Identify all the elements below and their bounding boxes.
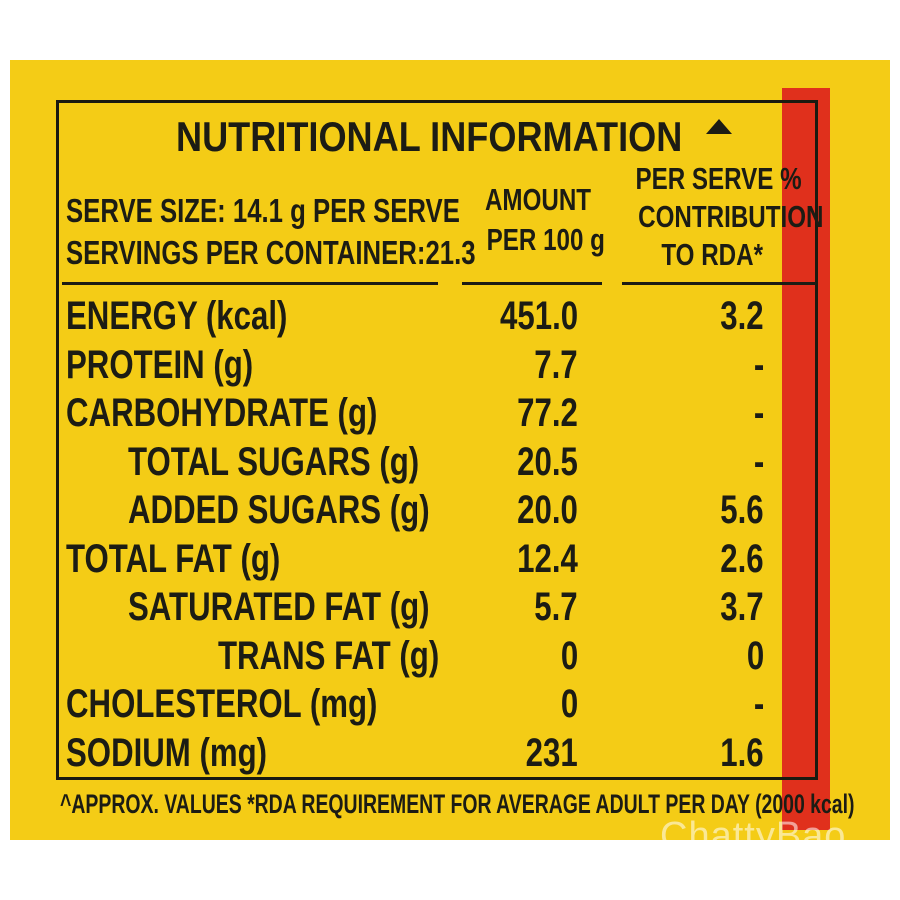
table-row: CHOLESTEROL (mg) 0 - (0, 680, 900, 728)
column-header-amount-line: PER 100 g (486, 222, 605, 257)
nutrient-rda-value: 3.2 (720, 294, 764, 338)
table-row: ADDED SUGARS (g) 20.0 5.6 (0, 486, 900, 534)
nutrient-name: SODIUM (mg) (66, 729, 324, 777)
table-row: SATURATED FAT (g) 5.7 3.7 (0, 583, 900, 631)
serve-size: SERVE SIZE: 14.1 g PER SERVE (66, 192, 460, 229)
nutrition-table-frame (56, 100, 818, 780)
nutrient-name-text: TOTAL SUGARS (g) (128, 439, 420, 484)
nutrient-amount: 12.4 (500, 535, 578, 583)
table-row: TRANS FAT (g) 0 0 (0, 632, 900, 680)
nutrient-name-text: ENERGY (kcal) (66, 294, 288, 338)
nutrient-rda: 5.6 (708, 486, 764, 534)
nutrient-amount: 231 (511, 729, 578, 777)
column-header-rda: PER SERVE % CONTRIBUTION TO RDA* (612, 160, 823, 274)
nutrient-rda: - (751, 680, 764, 728)
nutrient-name: TOTAL FAT (g) (66, 535, 341, 583)
nutrient-rda-value: - (753, 342, 764, 387)
column-header-rda-line: PER SERVE % (635, 161, 802, 196)
nutrient-name: CARBOHYDRATE (g) (66, 389, 465, 437)
nutrient-rda: 1.6 (708, 729, 764, 777)
nutrient-rda-value: 3.7 (720, 585, 764, 629)
nutrient-rda-value: - (753, 682, 764, 726)
nutrient-rda-value: - (753, 439, 764, 484)
label-title: NUTRITIONAL INFORMATION (176, 114, 765, 160)
title-text: NUTRITIONAL INFORMATION (176, 113, 683, 160)
nutrient-name-text: PROTEIN (g) (66, 342, 254, 387)
nutrient-amount-value: 451.0 (499, 294, 578, 338)
nutrient-amount-value: 0 (560, 682, 578, 726)
nutrient-amount: 0 (556, 680, 578, 728)
table-row: TOTAL SUGARS (g) 20.5 - (0, 438, 900, 486)
nutrient-amount: 451.0 (478, 292, 578, 340)
nutrient-rda-value: 2.6 (720, 536, 764, 581)
nutrient-name: ENERGY (kcal) (66, 292, 350, 340)
nutrient-rda: - (751, 438, 764, 486)
nutrient-rda-value: 1.6 (720, 730, 764, 775)
table-row: PROTEIN (g) 7.7 - (0, 341, 900, 389)
nutrient-name-text: SODIUM (mg) (66, 730, 268, 775)
nutrient-name-text: SATURATED FAT (g) (128, 585, 430, 629)
header-rule-amount (462, 282, 602, 285)
nutrient-amount: 20.0 (500, 486, 578, 534)
column-header-rda-line: CONTRIBUTION (638, 199, 824, 234)
nutrient-rda: - (751, 389, 764, 437)
nutrient-amount: 0 (556, 632, 578, 680)
nutrient-rda-value: - (753, 391, 764, 435)
nutrient-name: CHOLESTEROL (mg) (66, 680, 465, 728)
nutrient-name-text: TOTAL FAT (g) (66, 536, 281, 581)
servings-per-container: SERVINGS PER CONTAINER:21.3 (66, 234, 476, 271)
nutrient-rda: 3.2 (708, 292, 764, 340)
nutrient-name-text: CHOLESTEROL (mg) (66, 682, 378, 726)
nutrient-rda: - (751, 341, 764, 389)
nutrient-amount: 77.2 (500, 389, 578, 437)
nutrition-label-panel (10, 60, 890, 840)
nutrient-amount: 7.7 (522, 341, 578, 389)
nutrient-name-text: TRANS FAT (g) (218, 633, 440, 678)
nutrient-amount-value: 77.2 (517, 391, 578, 435)
nutrient-name-text: ADDED SUGARS (g) (128, 488, 430, 532)
nutrient-rda: 3.7 (708, 583, 764, 631)
nutrient-name: SATURATED FAT (g) (128, 583, 515, 631)
table-row: SODIUM (mg) 231 1.6 (0, 729, 900, 777)
column-header-amount: AMOUNT PER 100 g (470, 180, 605, 260)
watermark: ChattyBao (660, 815, 847, 857)
footnote-text: ^APPROX. VALUES *RDA REQUIREMENT FOR AVE… (60, 789, 855, 819)
nutrient-name: ADDED SUGARS (g) (128, 486, 515, 534)
table-row: CARBOHYDRATE (g) 77.2 - (0, 389, 900, 437)
nutrient-rda-value: 5.6 (720, 488, 764, 532)
nutrient-name: TOTAL SUGARS (g) (128, 438, 501, 486)
column-header-rda-line: TO RDA* (661, 237, 763, 272)
nutrient-amount-value: 20.0 (517, 488, 578, 532)
nutrient-amount-value: 0 (560, 633, 578, 678)
nutrient-amount-value: 20.5 (517, 439, 578, 484)
nutrient-amount: 20.5 (500, 438, 578, 486)
table-row: ENERGY (kcal) 451.0 3.2 (0, 292, 900, 340)
nutrient-amount-value: 231 (525, 730, 578, 775)
header-rule-rda (622, 282, 816, 285)
triangle-icon (706, 119, 732, 134)
nutrient-name: PROTEIN (g) (66, 341, 306, 389)
nutrient-amount-value: 12.4 (517, 536, 578, 581)
nutrient-amount: 5.7 (522, 583, 578, 631)
column-header-amount-line: AMOUNT (484, 182, 592, 217)
serve-info: SERVE SIZE: 14.1 g PER SERVE SERVINGS PE… (66, 190, 591, 274)
footnote: ^APPROX. VALUES *RDA REQUIREMENT FOR AVE… (60, 786, 900, 822)
nutrient-rda-value: 0 (746, 633, 764, 678)
table-row: TOTAL FAT (g) 12.4 2.6 (0, 535, 900, 583)
nutrient-rda: 0 (742, 632, 764, 680)
nutrient-name: TRANS FAT (g) (218, 632, 502, 680)
red-stripe (782, 88, 830, 830)
nutrient-rda: 2.6 (708, 535, 764, 583)
nutrient-amount-value: 7.7 (534, 342, 578, 387)
nutrient-amount-value: 5.7 (534, 585, 578, 629)
nutrient-name-text: CARBOHYDRATE (g) (66, 391, 378, 435)
header-rule-name (62, 282, 438, 285)
